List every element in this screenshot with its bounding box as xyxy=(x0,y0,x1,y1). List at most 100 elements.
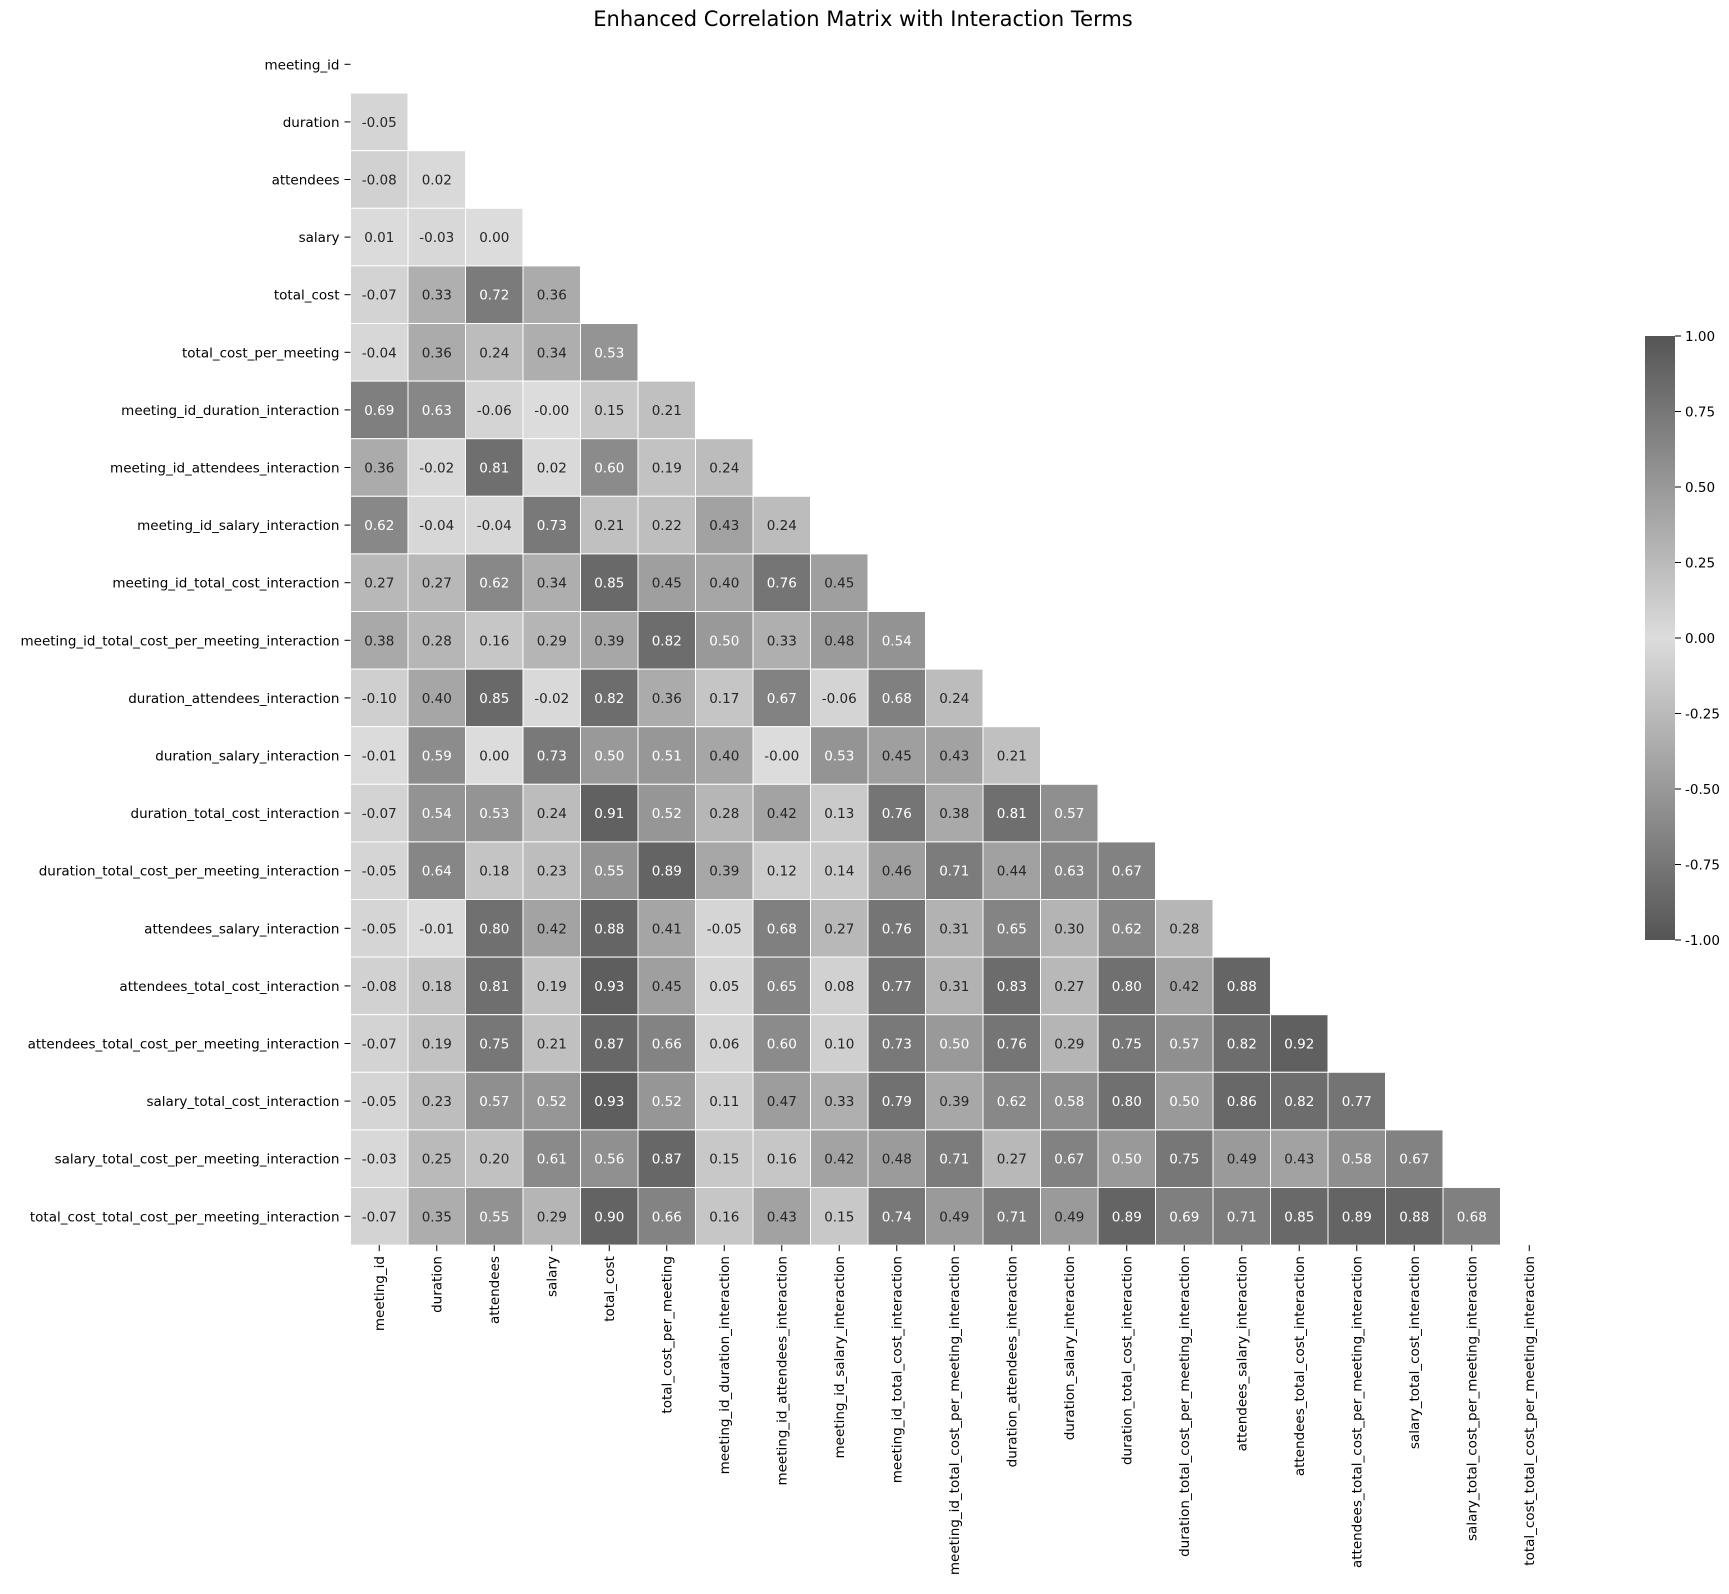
cell-value-label: -0.05 xyxy=(707,921,742,937)
colorbar-tick-label: 0.75 xyxy=(1685,405,1715,421)
heatmap-cell xyxy=(752,1071,811,1131)
cell-value-label: 0.24 xyxy=(709,461,739,477)
cell-value-label: -0.06 xyxy=(822,691,857,707)
cell-value-label: 0.15 xyxy=(824,1209,854,1225)
cell-value-label: 0.24 xyxy=(479,345,509,361)
cell-value-label: -0.05 xyxy=(362,864,397,880)
heatmap-cell xyxy=(925,1014,984,1073)
cell-value-label: 0.12 xyxy=(767,864,797,880)
cell-value-label: 0.25 xyxy=(422,1152,452,1168)
heatmap-cell xyxy=(522,1071,581,1131)
cell-value-label: 0.88 xyxy=(1399,1209,1429,1225)
heatmap-cell xyxy=(637,553,696,613)
cell-value-label: 0.21 xyxy=(997,749,1027,765)
heatmap-cell xyxy=(407,1014,466,1073)
heatmap-cell xyxy=(350,150,409,209)
heatmap-cell xyxy=(350,783,409,843)
y-tick-label: attendees_total_cost_per_meeting_interac… xyxy=(28,1037,340,1053)
cell-value-label: 0.36 xyxy=(364,461,394,477)
heatmap-cell xyxy=(580,841,639,901)
cell-value-label: 0.57 xyxy=(1169,1037,1199,1053)
heatmap-cell xyxy=(637,668,696,728)
cell-value-label: 0.29 xyxy=(1054,1037,1084,1053)
cell-value-label: 0.92 xyxy=(1284,1037,1314,1053)
heatmap-cell xyxy=(407,150,466,209)
cell-value-label: -0.04 xyxy=(362,345,397,361)
heatmap-cell xyxy=(350,726,409,785)
cell-value-label: 0.45 xyxy=(824,576,854,592)
y-tick-label: salary_total_cost_interaction xyxy=(146,1094,339,1110)
cell-value-label: 0.58 xyxy=(1054,1094,1084,1110)
cell-value-label: 0.28 xyxy=(422,633,452,649)
cell-value-label: 0.93 xyxy=(594,1094,624,1110)
heatmap-cell xyxy=(522,380,581,440)
heatmap-cell xyxy=(350,92,409,152)
cell-value-label: 0.72 xyxy=(479,288,509,304)
cell-value-label: 0.27 xyxy=(422,576,452,592)
cell-value-label: -0.07 xyxy=(362,806,397,822)
cell-value-label: 0.49 xyxy=(1054,1209,1084,1225)
heatmap-cell xyxy=(1155,956,1214,1016)
cell-value-label: 0.43 xyxy=(939,749,969,765)
heatmap-cell xyxy=(810,841,869,901)
cell-value-label: 0.42 xyxy=(824,1152,854,1168)
heatmap-cell xyxy=(810,1187,869,1246)
cell-value-label: 0.52 xyxy=(652,806,682,822)
cell-value-label: 0.66 xyxy=(652,1037,682,1053)
heatmap-cell xyxy=(465,899,524,958)
cell-value-label: -0.05 xyxy=(362,115,397,131)
heatmap-cell xyxy=(867,1129,926,1189)
cell-value-label: 0.00 xyxy=(479,749,509,765)
heatmap-cell xyxy=(695,956,754,1016)
heatmap-cell xyxy=(925,1071,984,1131)
cell-value-label: -0.00 xyxy=(764,749,799,765)
heatmap-cell xyxy=(637,611,696,670)
heatmap-cell xyxy=(637,841,696,901)
heatmap-cell xyxy=(1040,1014,1099,1073)
cell-value-label: 0.64 xyxy=(422,864,452,880)
colorbar-tick-label: 0.00 xyxy=(1685,631,1715,647)
cell-value-label: 0.21 xyxy=(537,1037,567,1053)
heatmap-cell xyxy=(1327,1187,1386,1246)
heatmap-cell xyxy=(810,668,869,728)
cell-value-label: 0.19 xyxy=(537,979,567,995)
heatmap-cell xyxy=(637,783,696,843)
heatmap-cell xyxy=(522,783,581,843)
cell-value-label: -0.04 xyxy=(477,518,512,534)
heatmap-cell xyxy=(465,611,524,670)
cell-value-label: 0.65 xyxy=(767,979,797,995)
cell-value-label: 0.79 xyxy=(882,1094,912,1110)
colorbar: 1.00 0.75 0.50 0.25 0.00 -0.25 -0.50 -0.75 -1.00 xyxy=(1645,329,1720,949)
cell-value-label: 0.23 xyxy=(537,864,567,880)
x-axis-labels: meeting_id duration attendees salary total_c… xyxy=(372,1245,1538,1575)
cell-value-label: 0.43 xyxy=(709,518,739,534)
y-tick-label: meeting_id_salary_interaction xyxy=(137,518,339,534)
heatmap-cell xyxy=(522,726,581,785)
cell-value-label: 0.39 xyxy=(939,1094,969,1110)
cell-value-label: 0.33 xyxy=(767,633,797,649)
y-tick-label: attendees_salary_interaction xyxy=(144,921,339,937)
cell-value-label: 0.19 xyxy=(422,1037,452,1053)
cell-value-label: 0.88 xyxy=(1227,979,1257,995)
heatmap-cell xyxy=(1270,1129,1329,1189)
x-tick-label: salary_total_cost_per_meeting_interactio… xyxy=(1465,1256,1481,1541)
heatmap-cell xyxy=(1097,956,1156,1016)
heatmap-cell xyxy=(1097,1014,1156,1073)
cell-value-label: 0.42 xyxy=(767,806,797,822)
heatmap-cell xyxy=(1212,1187,1271,1246)
cell-value-label: 0.28 xyxy=(1169,921,1199,937)
cell-value-label: 0.48 xyxy=(824,633,854,649)
cell-value-label: 0.06 xyxy=(709,1037,739,1053)
cell-value-label: 0.75 xyxy=(479,1037,509,1053)
cell-value-label: 0.55 xyxy=(594,864,624,880)
cell-value-label: 0.29 xyxy=(537,1209,567,1225)
heatmap-cell xyxy=(982,1187,1041,1246)
cell-value-label: 0.76 xyxy=(882,921,912,937)
heatmap-cell xyxy=(407,380,466,440)
cell-value-label: 0.48 xyxy=(882,1152,912,1168)
cell-value-label: 0.83 xyxy=(997,979,1027,995)
cell-value-label: 0.39 xyxy=(709,864,739,880)
y-tick-label: duration_salary_interaction xyxy=(155,749,339,765)
x-tick-label: attendees xyxy=(487,1256,503,1324)
cell-value-label: 0.45 xyxy=(652,979,682,995)
